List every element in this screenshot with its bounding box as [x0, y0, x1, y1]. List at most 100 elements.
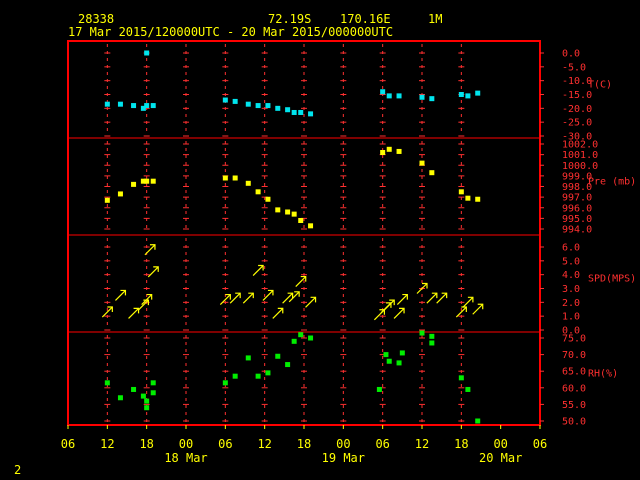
y-tick-label: -20.0 [562, 104, 592, 115]
arrow-shaft [141, 294, 153, 305]
data-point [144, 50, 150, 56]
data-point [150, 380, 156, 386]
data-point [104, 101, 110, 107]
y-tick-label: 997.0 [562, 193, 592, 204]
y-tick-label: 6.0 [562, 243, 580, 254]
arrow-head [225, 293, 231, 300]
panel-title: SPD(MPS) [588, 274, 636, 285]
arrow-shaft [144, 244, 156, 256]
arrow-shaft [305, 296, 316, 308]
x-tick-label: 18 [139, 437, 153, 451]
arrow-head [477, 303, 484, 310]
data-point [383, 299, 395, 311]
y-tick-label: 995.0 [562, 214, 592, 225]
data-point [262, 289, 274, 301]
x-date-label: 18 Mar [164, 451, 207, 465]
arrow-head [287, 292, 294, 299]
arrow-shaft [383, 299, 395, 311]
y-tick-label: 4.0 [562, 270, 580, 281]
y-tick-label: -5.0 [562, 62, 586, 73]
arrow-shaft [262, 289, 274, 301]
arrow-head [431, 292, 438, 299]
arrow-head [277, 307, 284, 314]
data-point [147, 266, 159, 278]
arrow-head [107, 306, 113, 313]
x-date-label: 20 Mar [479, 451, 522, 465]
data-point [416, 282, 428, 294]
data-point [419, 160, 425, 166]
data-point [104, 197, 110, 203]
data-point [150, 178, 156, 184]
arrow-head [294, 291, 300, 297]
arrow-head [467, 296, 474, 303]
data-point [465, 386, 471, 392]
arrow-shaft [436, 292, 448, 304]
data-point [386, 358, 392, 364]
data-point [140, 105, 146, 111]
data-point [429, 340, 435, 346]
arrow-shaft [272, 307, 284, 319]
interval: 1M [428, 12, 442, 26]
data-point [272, 307, 284, 319]
data-point [128, 307, 140, 319]
arrow-head [267, 289, 274, 296]
data-point [150, 390, 156, 396]
panel-title: Pre (mb) [588, 177, 636, 188]
y-tick-label: 1.0 [562, 312, 580, 323]
page-number: 2 [14, 463, 21, 477]
data-point [131, 181, 137, 187]
y-tick-label: -30.0 [562, 132, 592, 143]
arrow-shaft [396, 294, 408, 305]
panel-0: 0.0 -5.0 -10.0 -15.0 -20.0 -25.0 -30.0 T(C) [104, 44, 612, 143]
data-point [222, 97, 228, 103]
data-point [117, 395, 123, 401]
data-point [144, 398, 150, 404]
data-point [380, 150, 386, 155]
data-point [245, 180, 251, 186]
data-point [252, 264, 264, 276]
y-tick-label: -15.0 [562, 90, 592, 101]
arrow-shaft [128, 307, 139, 319]
data-point [288, 291, 300, 303]
data-point [308, 111, 314, 117]
data-point [426, 292, 438, 304]
arrow-head [248, 292, 254, 299]
arrow-shaft [242, 292, 254, 304]
arrow-shaft [416, 283, 428, 294]
y-tick-label: 994.0 [562, 225, 592, 236]
latitude: 72.19S [268, 12, 311, 26]
x-tick-label: 00 [336, 437, 350, 451]
data-point [305, 296, 317, 308]
data-point [429, 96, 435, 102]
arrow-head [133, 307, 140, 314]
x-date-label: 19 Mar [322, 451, 365, 465]
data-point [298, 109, 304, 115]
data-point [419, 330, 425, 336]
arrow-shaft [455, 306, 467, 318]
arrow-head [153, 266, 159, 272]
y-tick-label: 1000.0 [562, 161, 598, 172]
data-point [229, 292, 241, 304]
data-point [285, 209, 291, 215]
data-point [255, 373, 261, 379]
y-tick-label: 998.0 [562, 182, 592, 193]
data-point [383, 352, 389, 358]
arrow-head [422, 282, 428, 289]
y-tick-label: 3.0 [562, 284, 580, 295]
arrow-shaft [229, 292, 241, 304]
data-point [376, 386, 382, 392]
y-tick-label: -10.0 [562, 76, 592, 87]
data-point [144, 103, 150, 109]
x-tick-label: 06 [61, 437, 75, 451]
data-point [291, 211, 297, 217]
x-tick-label: 06 [533, 437, 547, 451]
arrow-head [149, 244, 156, 250]
x-tick-label: 06 [375, 437, 389, 451]
data-point [282, 292, 294, 304]
data-point [285, 107, 291, 113]
data-point [458, 92, 464, 97]
data-point [137, 299, 149, 311]
arrow-head [441, 292, 448, 299]
data-point [131, 386, 137, 392]
